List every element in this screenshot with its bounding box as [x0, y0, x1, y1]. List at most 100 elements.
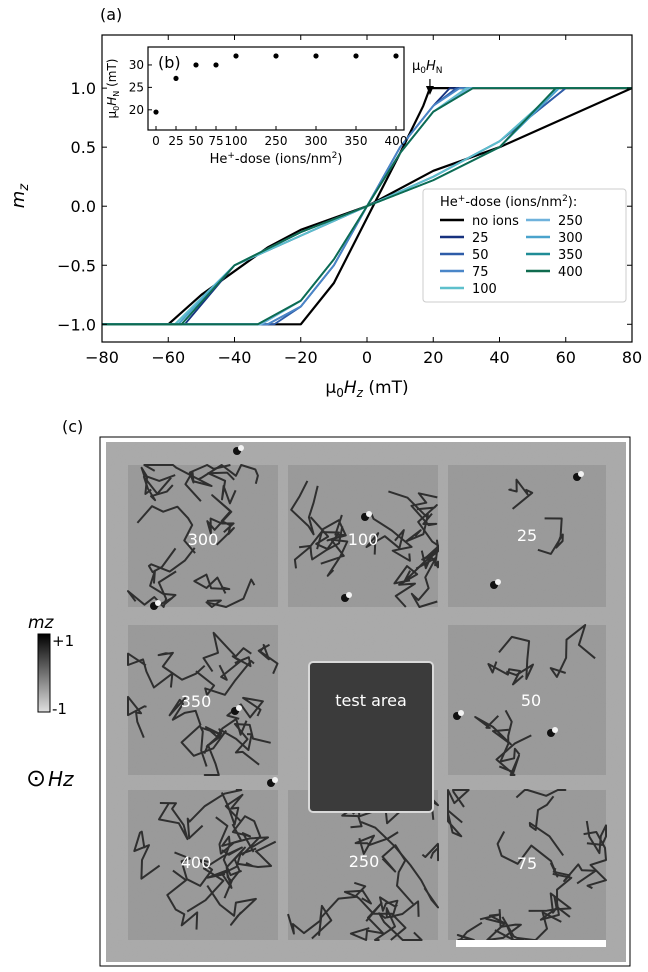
- domain-wall: [220, 792, 244, 826]
- inset-point: [153, 109, 159, 115]
- legend-label: 75: [472, 265, 489, 280]
- domain-wall: [202, 631, 252, 673]
- microscopy-image: 300 100 25 350 test area 50 400 250 75: [99, 436, 631, 967]
- domain-wall: [549, 624, 596, 678]
- x-tick-label: 40: [489, 348, 509, 367]
- x-axis-label: μ0Hz (mT): [325, 378, 408, 400]
- inset-x-tick-label: 25: [168, 134, 183, 148]
- domain-wall: [552, 863, 597, 885]
- defect-bright: [238, 445, 244, 451]
- inset-point: [353, 53, 359, 59]
- domain-wall: [231, 815, 262, 856]
- x-tick-label: −60: [151, 348, 185, 367]
- domain-square: [448, 465, 606, 607]
- main-hysteresis-chart: −80 −60 −40 −20 0 20 40 60 80 −1.0 −0.5 0.0 0.5 1.0 μ0…: [8, 34, 642, 400]
- y-tick-label: 1.0: [71, 79, 96, 98]
- series-line-400-down: [102, 87, 632, 326]
- domain-wall: [537, 517, 564, 555]
- region-label: 400: [181, 853, 212, 872]
- field-label: Hz: [48, 767, 74, 791]
- inset-x-tick-label: 250: [265, 134, 288, 148]
- domain-wall: [186, 846, 243, 913]
- x-tick-label: 20: [423, 348, 443, 367]
- region-label: 50: [521, 691, 541, 710]
- domain-wall: [515, 789, 567, 799]
- colorbar: [37, 633, 51, 713]
- inset-x-tick-label: 0: [152, 134, 160, 148]
- x-tick-label: 80: [622, 348, 642, 367]
- domain-wall: [354, 831, 399, 855]
- domain-wall: [410, 492, 438, 527]
- defect-bright: [578, 471, 584, 477]
- legend-label: no ions: [472, 214, 519, 229]
- domain-wall: [287, 904, 333, 940]
- inset-y-tick-label: 20: [129, 103, 144, 117]
- domain-wall: [166, 869, 199, 930]
- inset-x-tick-label: 400: [385, 134, 408, 148]
- domain-wall: [157, 651, 206, 681]
- domain-wall: [416, 504, 439, 561]
- domain-wall: [201, 718, 248, 738]
- domain-wall: [474, 715, 512, 746]
- legend-box: [422, 188, 627, 303]
- domain-wall: [349, 902, 385, 941]
- legend-label: 25: [472, 231, 489, 246]
- domain-wall: [226, 696, 264, 720]
- inset-point: [193, 62, 199, 68]
- domain-wall: [378, 912, 423, 941]
- domain-wall: [318, 889, 372, 936]
- annotation-label: μ0HN: [412, 59, 443, 76]
- scale-bar: [456, 940, 606, 947]
- x-tick-label: −20: [284, 348, 318, 367]
- domain-wall: [447, 796, 463, 838]
- inset-x-tick-label: 75: [208, 134, 223, 148]
- domain-wall: [136, 505, 196, 554]
- domain-wall: [195, 659, 255, 696]
- domain-wall: [205, 578, 256, 608]
- region-label: 25: [517, 526, 537, 545]
- defect-bright: [366, 511, 372, 517]
- domain-wall: [393, 565, 419, 608]
- region-label: test area: [335, 691, 407, 710]
- domain-wall: [206, 885, 257, 926]
- domain-wall: [528, 795, 565, 856]
- domain-wall: [140, 466, 176, 495]
- colorbar-max-label: +1: [52, 632, 74, 650]
- domain-wall: [499, 709, 521, 763]
- inset-y-axis-label: μ0HN (mT): [105, 59, 121, 119]
- inset-point: [393, 53, 399, 59]
- domain-wall: [158, 802, 189, 841]
- domain-wall: [127, 652, 174, 689]
- region-label: 250: [349, 852, 380, 871]
- y-tick-label: −1.0: [57, 315, 96, 334]
- defect-bright: [495, 579, 501, 585]
- domain-wall: [186, 789, 243, 840]
- inset-y-tick-label: 30: [129, 58, 144, 72]
- domain-wall: [403, 539, 439, 583]
- domain-wall: [206, 510, 235, 535]
- domain-wall: [180, 724, 228, 767]
- inset-point: [233, 53, 239, 59]
- inset-frame: [147, 46, 405, 131]
- y-tick-label: 0.5: [71, 138, 96, 157]
- inset-point: [173, 75, 179, 82]
- domain-wall: [143, 464, 213, 487]
- panel-label-a: (a): [100, 5, 122, 24]
- domain-wall: [447, 789, 470, 808]
- x-tick-label: 60: [556, 348, 576, 367]
- domain-wall: [133, 830, 161, 880]
- legend-label: 100: [472, 282, 497, 297]
- defect-bright: [346, 592, 352, 598]
- domain-wall: [206, 847, 257, 889]
- legend-label: 350: [558, 248, 583, 263]
- domain-wall: [496, 831, 559, 878]
- defect-bright: [458, 710, 464, 716]
- colorbar-min-label: -1: [52, 700, 67, 718]
- inset-point: [313, 53, 319, 59]
- domain-wall: [421, 842, 439, 862]
- domain-wall: [320, 538, 349, 577]
- domain-wall: [149, 569, 177, 608]
- inset-x-tick-label: 300: [305, 134, 328, 148]
- region-label: 100: [348, 530, 379, 549]
- field-direction-symbol: ⊙: [26, 764, 46, 792]
